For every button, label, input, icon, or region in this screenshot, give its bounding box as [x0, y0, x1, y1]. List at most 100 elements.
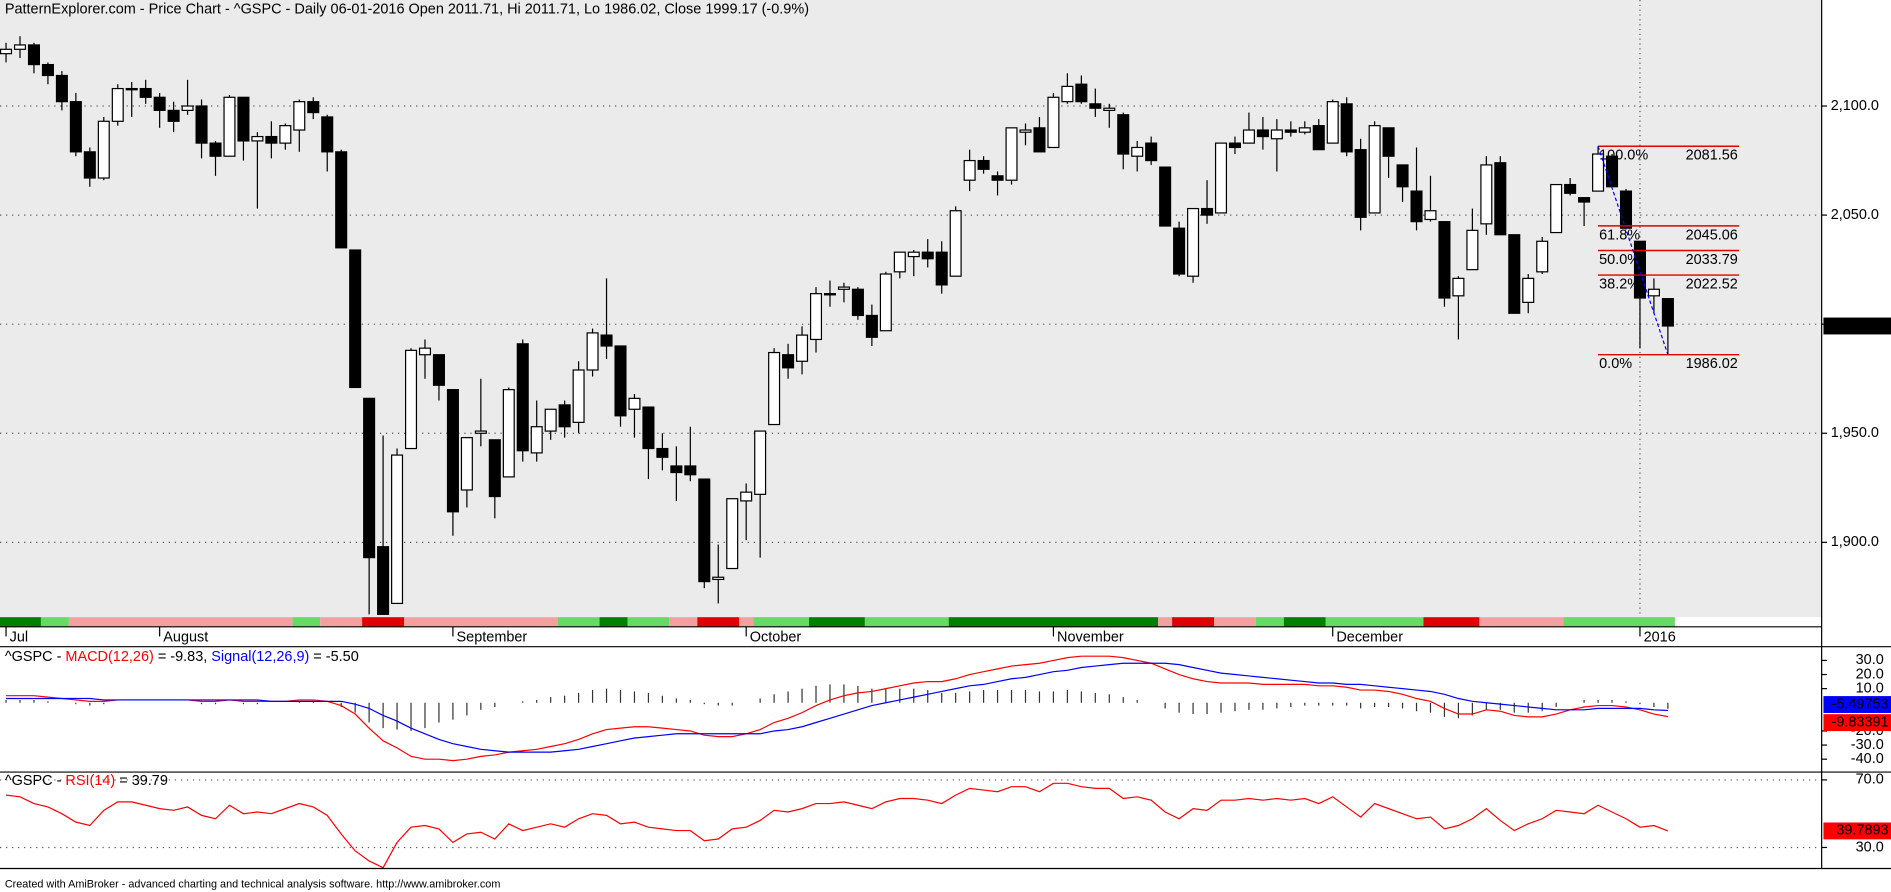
last-value-box — [1823, 822, 1891, 840]
candle-body — [363, 397, 376, 559]
candle-body — [977, 159, 990, 170]
candle-body — [1480, 164, 1493, 225]
y-tick-label: 70.0 — [1856, 772, 1884, 788]
candle-body — [209, 142, 222, 157]
candle-body — [1214, 142, 1228, 214]
candle-body — [125, 87, 138, 91]
candle-body — [1061, 85, 1074, 103]
y-tick-label: 2,100.0 — [1831, 98, 1879, 114]
signal-strip — [292, 617, 321, 627]
candle-body — [642, 406, 655, 450]
candle-body — [879, 273, 892, 332]
legend-value: = 39.79 — [115, 773, 168, 789]
legend-name: MACD(12,26) — [65, 649, 153, 665]
rsi-panel-bg — [0, 772, 1822, 868]
legend-name: Signal(12,26,9) — [211, 649, 309, 665]
candle-body — [1005, 127, 1018, 181]
candle-body — [460, 437, 473, 491]
candle-body — [1117, 114, 1130, 155]
last-value-box — [1823, 696, 1891, 713]
candle-body — [55, 74, 68, 103]
candle-body — [1508, 234, 1521, 314]
candle-body — [1647, 288, 1660, 297]
candle-body — [628, 397, 641, 410]
candle-body — [335, 151, 348, 249]
candle-body — [474, 430, 487, 434]
candle-body — [13, 44, 27, 50]
candle-body — [921, 251, 934, 260]
candle-body — [418, 347, 432, 356]
candle-body — [698, 478, 711, 583]
signal-strip — [627, 617, 670, 627]
last-price-box — [1823, 317, 1891, 335]
signal-strip — [1423, 617, 1480, 627]
candle-body — [516, 343, 529, 452]
candle-body — [949, 210, 962, 277]
macd-panel-bg — [0, 647, 1822, 772]
signal-strip — [1563, 617, 1675, 627]
candle-body — [391, 454, 404, 605]
candle-body — [1019, 129, 1032, 133]
x-tick-label: November — [1057, 629, 1124, 645]
candle-body — [349, 249, 362, 389]
signal-strip — [0, 617, 41, 627]
fib-price: 2022.52 — [1686, 277, 1738, 293]
candle-body — [1382, 127, 1395, 157]
y-tick-label: 10.0 — [1856, 680, 1884, 696]
fib-ratio: 50.0% — [1599, 252, 1640, 268]
candle-body — [670, 465, 683, 474]
last-value-label: -5.49753 — [1832, 696, 1889, 712]
signal-strip — [948, 617, 1159, 627]
candle-body — [111, 87, 124, 122]
candle-body — [307, 101, 320, 114]
candle-body — [851, 288, 864, 317]
candle-body — [1564, 183, 1577, 194]
candle-body — [740, 491, 753, 502]
candle-body — [377, 546, 390, 615]
x-tick-label: October — [750, 629, 802, 645]
candle-body — [153, 96, 166, 111]
candle-body — [83, 151, 96, 179]
candle-body — [893, 251, 906, 273]
candle-body — [837, 286, 850, 290]
candle-body — [1578, 197, 1591, 203]
signal-strip — [809, 617, 865, 627]
candle-body — [293, 101, 306, 131]
candle-body — [1466, 229, 1479, 271]
fib-trend — [1597, 146, 1669, 355]
candle-body — [1396, 164, 1409, 188]
candle-body — [1270, 129, 1283, 140]
last-value-label: -9.83391 — [1832, 714, 1889, 730]
candle-body — [139, 87, 152, 98]
candle-body — [69, 101, 82, 153]
candle-body — [27, 44, 40, 66]
candle-body — [907, 251, 920, 258]
candle-body — [782, 354, 795, 369]
candle-body — [656, 447, 669, 458]
signal-strip — [697, 617, 740, 627]
legend-value: = -5.50 — [309, 649, 358, 665]
candle-body — [544, 408, 557, 432]
candle-body — [432, 354, 445, 386]
x-tick-label: December — [1336, 629, 1403, 645]
signal-strip — [1479, 617, 1564, 627]
candle-body — [768, 351, 781, 426]
candle-body — [1075, 83, 1088, 103]
signal-strip — [68, 617, 293, 627]
candle-body — [1173, 227, 1186, 275]
y-tick-label: 1,900.0 — [1831, 534, 1879, 550]
x-tick-label: August — [163, 629, 208, 645]
candle-body — [1354, 149, 1367, 218]
candle-body — [321, 116, 334, 153]
candle-body — [1522, 277, 1535, 303]
candle-body — [809, 293, 823, 341]
candle-body — [1326, 101, 1339, 144]
candle-body — [1131, 146, 1144, 157]
candle-body — [41, 63, 54, 77]
last-price-label: 1,999.17 — [1831, 318, 1887, 334]
header-prefix: ^GSPC - — [5, 773, 66, 789]
candle-body — [1619, 190, 1633, 229]
chart-title: PatternExplorer.com - Price Chart - ^GSP… — [5, 1, 809, 17]
